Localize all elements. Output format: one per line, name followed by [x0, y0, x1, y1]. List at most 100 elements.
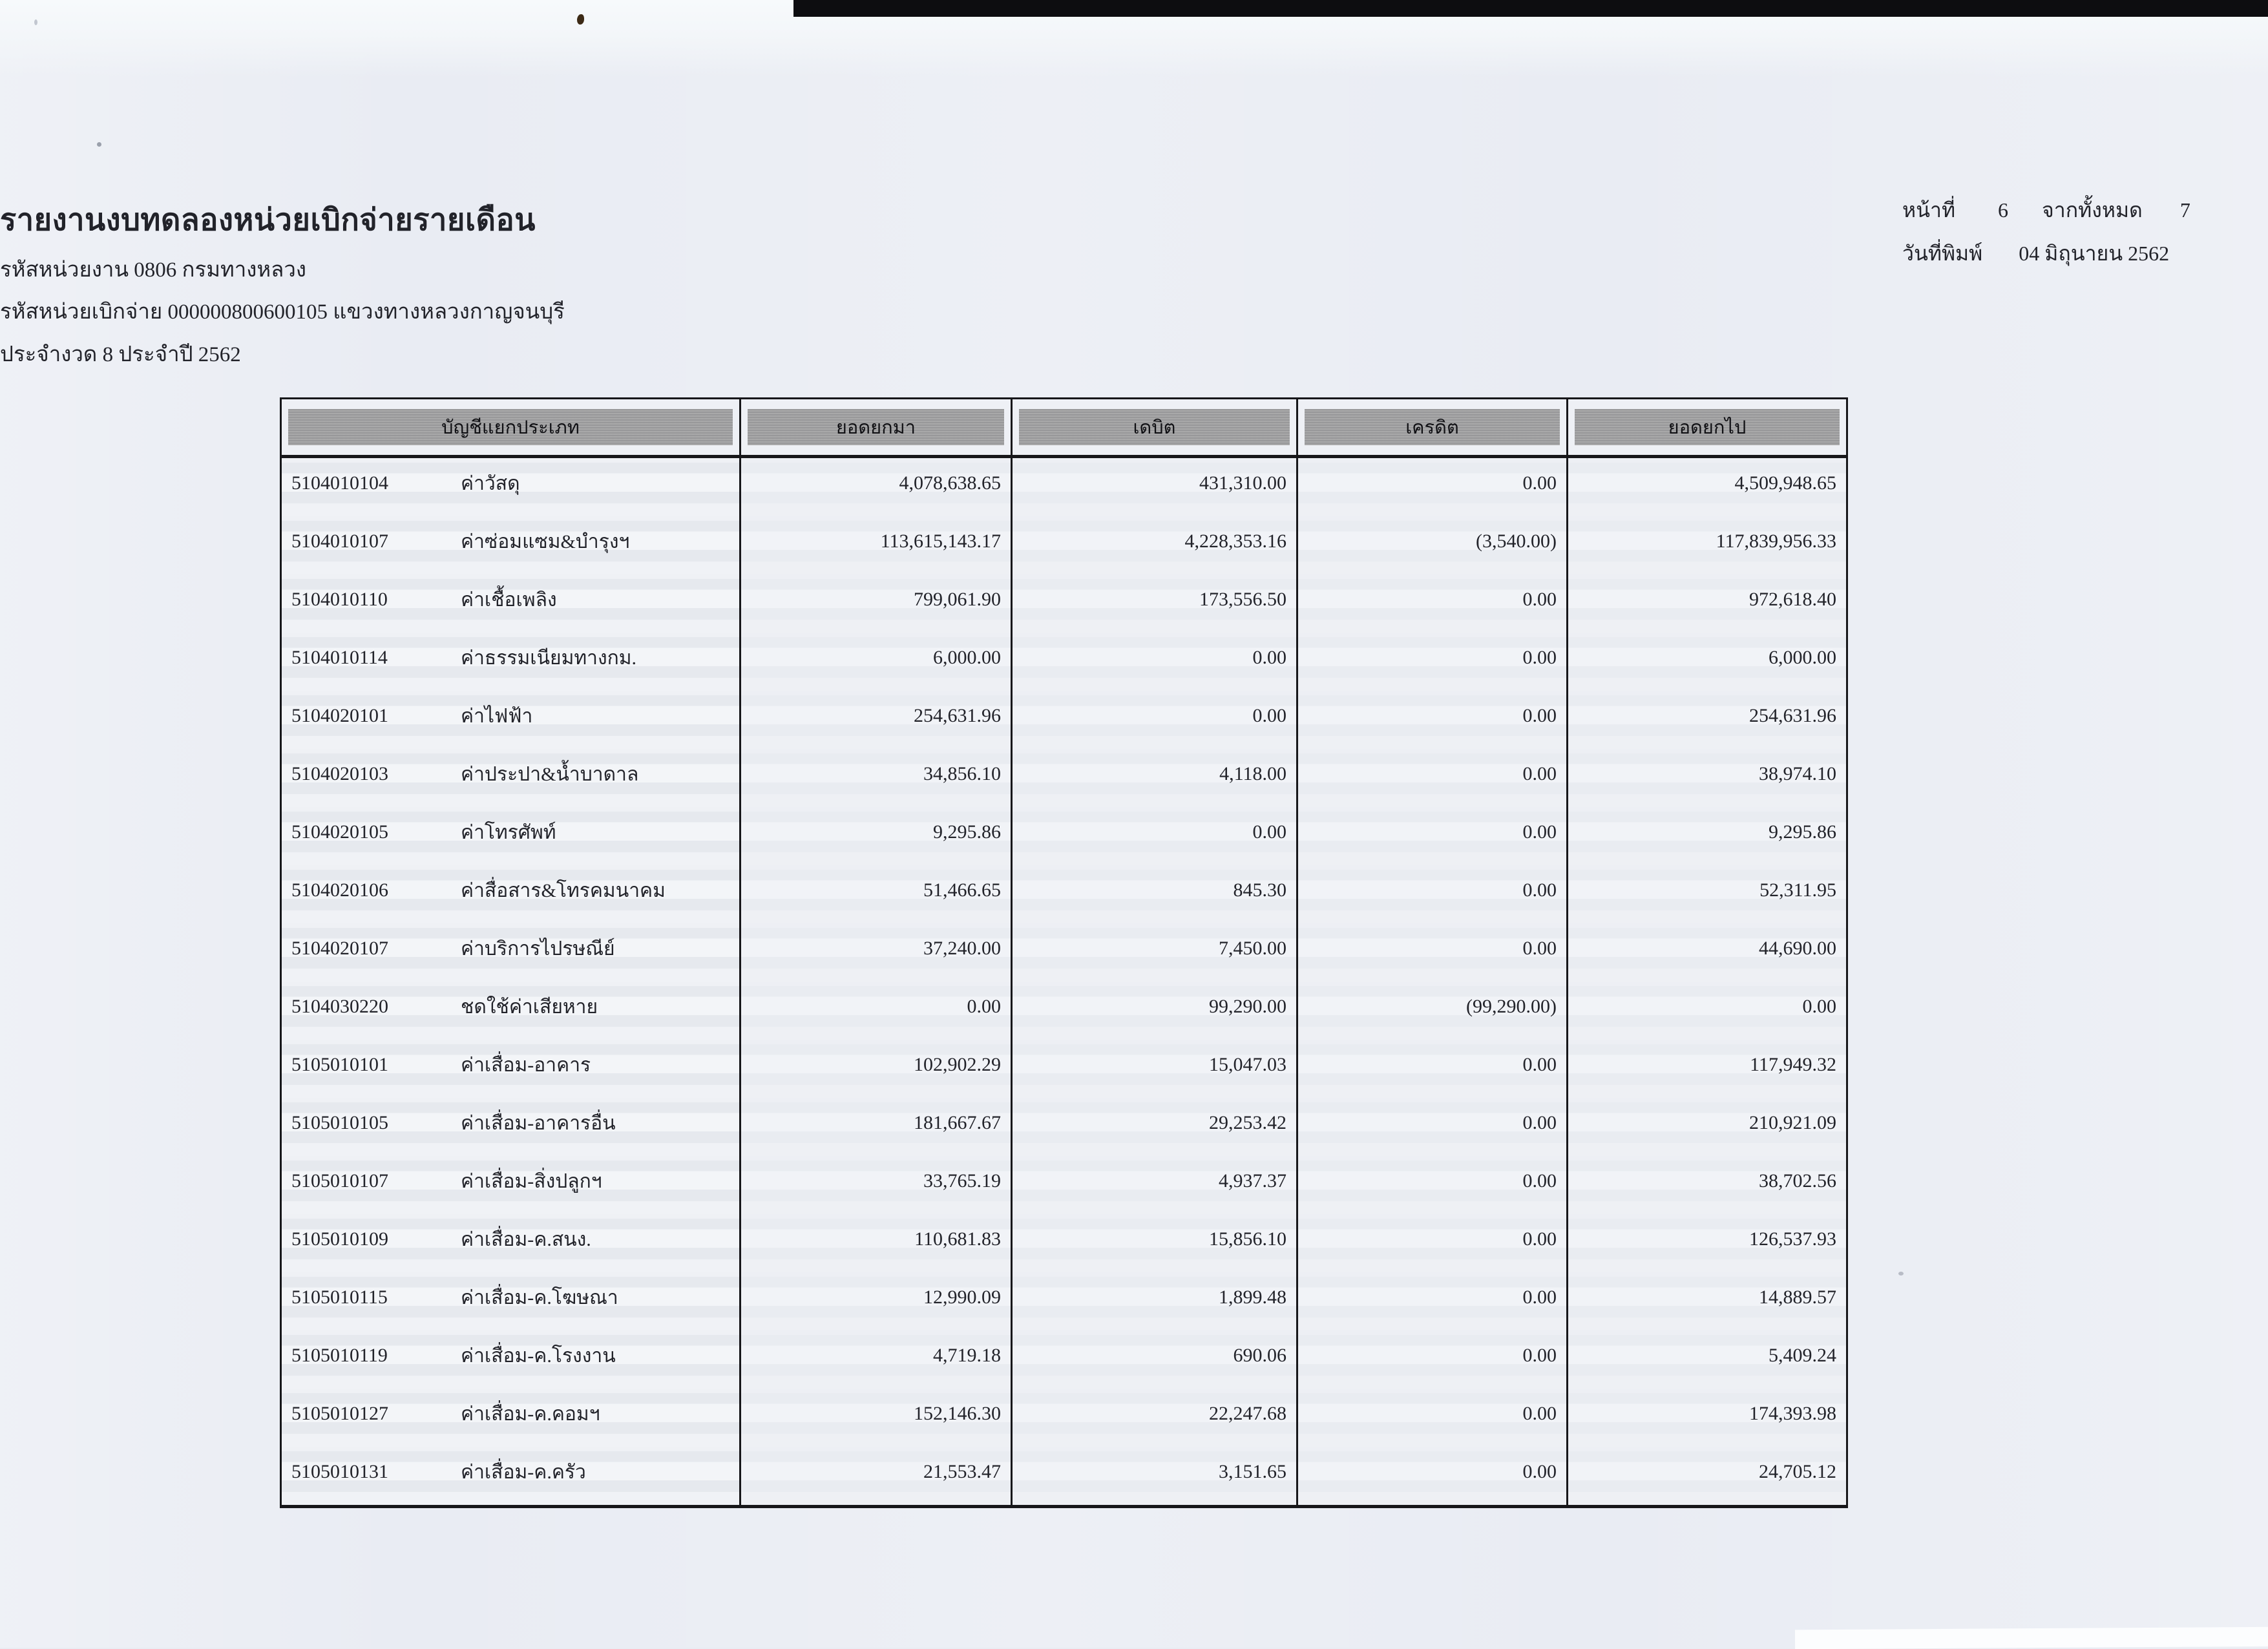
opening-balance-amount: 21,553.47 — [923, 1461, 1001, 1482]
debit-cell: 3,151.65 — [1013, 1447, 1298, 1505]
debit-cell: 4,937.37 — [1013, 1156, 1298, 1214]
credit-cell: 0.00 — [1298, 1389, 1568, 1447]
account-code: 5104010114 — [291, 647, 388, 668]
account-name: ค่าธรรมเนียมทางกม. — [461, 647, 637, 669]
debit-cell: 690.06 — [1013, 1330, 1298, 1389]
column-header-account: บัญชีแยกประเภท — [282, 399, 741, 455]
table-body: 5104010104 ค่าวัสดุ 4,078,638.65 431,310… — [282, 458, 1846, 1505]
table-row: 5105010115 ค่าเสื่อม-ค.โฆษณา 12,990.09 1… — [282, 1272, 1846, 1330]
opening-balance-amount: 4,719.18 — [933, 1345, 1001, 1366]
account-code: 5105010115 — [291, 1287, 388, 1308]
credit-cell: 0.00 — [1298, 633, 1568, 691]
closing-balance-amount: 210,921.09 — [1749, 1112, 1836, 1133]
credit-amount: 0.00 — [1522, 589, 1557, 610]
table-header-row: บัญชีแยกประเภท ยอดยกมา เดบิต เครดิต ยอดย… — [282, 399, 1846, 458]
print-date-value: 04 มิถุนายน 2562 — [2019, 242, 2170, 265]
account-code: 5105010107 — [291, 1170, 388, 1192]
account-cell: 5105010109 ค่าเสื่อม-ค.สนง. — [282, 1214, 741, 1272]
closing-balance-cell: 52,311.95 — [1568, 865, 1846, 923]
closing-balance-amount: 38,702.56 — [1759, 1170, 1836, 1192]
credit-cell: 0.00 — [1298, 458, 1568, 516]
debit-amount: 4,118.00 — [1219, 763, 1286, 784]
credit-amount: 0.00 — [1522, 1461, 1557, 1482]
account-name: ค่าเสื่อม-ค.โรงงาน — [461, 1345, 616, 1367]
debit-cell: 431,310.00 — [1013, 458, 1298, 516]
table-row: 5104010110 ค่าเชื้อเพลิง 799,061.90 173,… — [282, 574, 1846, 633]
period-line: ประจำงวด 8 ประจำปี 2562 — [0, 343, 241, 366]
opening-balance-amount: 0.00 — [967, 996, 1002, 1017]
opening-balance-cell: 4,078,638.65 — [741, 458, 1013, 516]
opening-balance-cell: 6,000.00 — [741, 633, 1013, 691]
table-row: 5104020105 ค่าโทรศัพท์ 9,295.86 0.00 0.0… — [282, 807, 1846, 865]
account-name: ค่าเสื่อม-อาคารอื่น — [461, 1112, 616, 1134]
debit-amount: 22,247.68 — [1209, 1403, 1286, 1424]
account-name: ค่าเสื่อม-ค.สนง. — [461, 1228, 591, 1250]
credit-cell: (3,540.00) — [1298, 516, 1568, 574]
credit-amount: (99,290.00) — [1466, 996, 1557, 1017]
account-code: 5105010105 — [291, 1112, 388, 1133]
column-header-opening-balance-label: ยอดยกมา — [748, 409, 1004, 445]
table-row: 5104020107 ค่าบริการไปรษณีย์ 37,240.00 7… — [282, 923, 1846, 982]
table-row: 5105010105 ค่าเสื่อม-อาคารอื่น 181,667.6… — [282, 1098, 1846, 1156]
credit-cell: 0.00 — [1298, 1447, 1568, 1505]
dust-speck — [34, 19, 37, 25]
debit-cell: 22,247.68 — [1013, 1389, 1298, 1447]
credit-cell: 0.00 — [1298, 1156, 1568, 1214]
debit-cell: 7,450.00 — [1013, 923, 1298, 982]
opening-balance-amount: 4,078,638.65 — [899, 472, 1002, 494]
table-row: 5105010107 ค่าเสื่อม-สิ่งปลูกฯ 33,765.19… — [282, 1156, 1846, 1214]
opening-balance-cell: 33,765.19 — [741, 1156, 1013, 1214]
credit-amount: 0.00 — [1522, 1054, 1557, 1075]
debit-cell: 0.00 — [1013, 807, 1298, 865]
closing-balance-amount: 52,311.95 — [1759, 879, 1836, 901]
dust-speck — [97, 142, 101, 147]
credit-amount: 0.00 — [1522, 1287, 1557, 1308]
debit-amount: 99,290.00 — [1209, 996, 1286, 1017]
print-date-label: วันที่พิมพ์ — [1902, 242, 1983, 265]
account-name: ค่าเสื่อม-อาคาร — [461, 1054, 591, 1076]
account-name: ค่าวัสดุ — [461, 472, 520, 494]
closing-balance-cell: 6,000.00 — [1568, 633, 1846, 691]
closing-balance-amount: 24,705.12 — [1759, 1461, 1836, 1482]
credit-cell: 0.00 — [1298, 1330, 1568, 1389]
account-cell: 5105010119 ค่าเสื่อม-ค.โรงงาน — [282, 1330, 741, 1389]
opening-balance-cell: 113,615,143.17 — [741, 516, 1013, 574]
table-row: 5105010131 ค่าเสื่อม-ค.ครัว 21,553.47 3,… — [282, 1447, 1846, 1505]
opening-balance-amount: 102,902.29 — [914, 1054, 1001, 1075]
opening-balance-amount: 110,681.83 — [914, 1228, 1001, 1250]
column-header-account-label: บัญชีแยกประเภท — [288, 409, 733, 445]
credit-cell: 0.00 — [1298, 1040, 1568, 1098]
debit-cell: 0.00 — [1013, 691, 1298, 749]
opening-balance-cell: 254,631.96 — [741, 691, 1013, 749]
account-name: ค่าเสื่อม-ค.คอมฯ — [461, 1403, 600, 1425]
debit-amount: 4,937.37 — [1219, 1170, 1286, 1192]
account-code: 5104020101 — [291, 705, 388, 726]
opening-balance-amount: 113,615,143.17 — [880, 530, 1001, 552]
opening-balance-amount: 34,856.10 — [923, 763, 1001, 784]
account-code: 5104020103 — [291, 763, 388, 784]
total-pages-label: จากทั้งหมด — [2042, 198, 2143, 222]
account-cell: 5104020105 ค่าโทรศัพท์ — [282, 807, 741, 865]
debit-amount: 7,450.00 — [1219, 938, 1286, 959]
scan-edge-white-strip — [1794, 1626, 2268, 1649]
closing-balance-cell: 254,631.96 — [1568, 691, 1846, 749]
account-code: 5104010107 — [291, 530, 388, 552]
opening-balance-cell: 799,061.90 — [741, 574, 1013, 633]
disbursing-unit-line: รหัสหน่วยเบิกจ่าย 000000800600105 แขวงทา… — [0, 300, 565, 324]
opening-balance-cell: 51,466.65 — [741, 865, 1013, 923]
account-name: ค่าประปา&น้ำบาดาล — [461, 763, 639, 785]
opening-balance-amount: 254,631.96 — [914, 705, 1001, 726]
credit-cell: 0.00 — [1298, 1214, 1568, 1272]
opening-balance-amount: 37,240.00 — [923, 938, 1001, 959]
opening-balance-cell: 102,902.29 — [741, 1040, 1013, 1098]
account-cell: 5105010105 ค่าเสื่อม-อาคารอื่น — [282, 1098, 741, 1156]
debit-amount: 173,556.50 — [1199, 589, 1286, 610]
opening-balance-cell: 0.00 — [741, 982, 1013, 1040]
credit-amount: 0.00 — [1522, 1228, 1557, 1250]
debit-amount: 4,228,353.16 — [1184, 530, 1287, 552]
debit-cell: 15,047.03 — [1013, 1040, 1298, 1098]
agency-code-line: รหัสหน่วยงาน 0806 กรมทางหลวง — [0, 258, 306, 282]
debit-amount: 15,856.10 — [1209, 1228, 1286, 1250]
closing-balance-amount: 6,000.00 — [1769, 647, 1836, 668]
